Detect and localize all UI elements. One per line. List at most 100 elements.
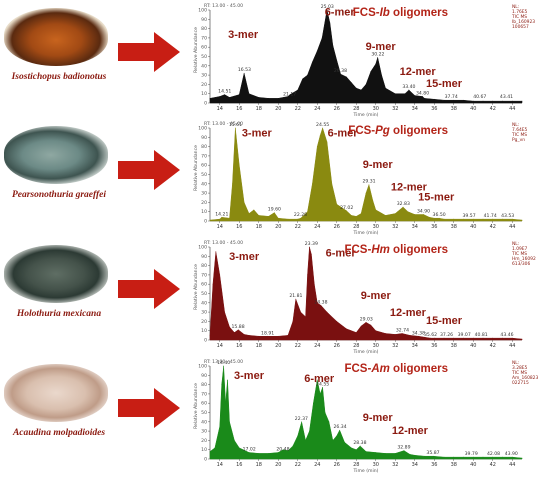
trace-point: [326, 311, 328, 313]
y-tick-label: 90: [201, 17, 207, 23]
species-name: Acaudina molpadioides: [12, 428, 106, 438]
trace-point: [238, 94, 240, 95]
y-tick-label: 30: [201, 73, 207, 79]
trace-point: [248, 335, 250, 336]
peak-label: 41.74: [484, 213, 497, 219]
trace-point: [248, 452, 250, 453]
trace-point: [492, 337, 494, 339]
peak-label: 35.87: [426, 450, 439, 456]
species-name: Holothuria mexicana: [16, 309, 102, 319]
y-tick-label: 70: [201, 272, 207, 278]
y-tick-label: 100: [198, 364, 207, 370]
trace-point: [316, 379, 318, 381]
x-tick-label: 22: [295, 106, 301, 112]
oligomer-label: 9-mer: [363, 159, 394, 171]
y-tick-label: 80: [201, 26, 207, 32]
trace-point: [344, 441, 345, 443]
y-tick-label: 10: [201, 328, 207, 334]
panel-row: Isostichopus badionotus RT: 13.00 - 45.00…: [0, 0, 550, 118]
x-tick-label: 40: [470, 462, 476, 468]
title-code: Hm: [371, 244, 390, 256]
trace-point: [238, 447, 240, 449]
y-tick-label: 10: [201, 209, 207, 215]
y-tick-label: 40: [201, 300, 207, 306]
trace-point: [385, 215, 386, 216]
x-tick-label: 14: [217, 224, 223, 230]
x-tick-label: 14: [217, 343, 223, 349]
x-tick-label: 16: [236, 224, 242, 230]
peak-label: 21.17: [283, 91, 296, 97]
x-tick-label: 18: [256, 462, 262, 468]
trace-point: [502, 456, 503, 458]
peak-label: 26.38: [334, 68, 347, 74]
trace-point: [385, 453, 386, 454]
oligomer-label: 6-mer: [328, 127, 359, 139]
peak-label: 30.22: [371, 51, 384, 57]
y-tick-label: 50: [201, 291, 207, 297]
x-tick-label: 20: [275, 224, 281, 230]
peak-label: 37.26: [440, 332, 453, 338]
x-tick-label: 26: [334, 106, 340, 112]
trace-point: [219, 426, 221, 427]
acquisition-info: Pg_vn: [512, 137, 525, 143]
trace-point: [381, 74, 382, 76]
oligomer-label: 12-mer: [390, 307, 427, 319]
trace-point: [377, 57, 379, 58]
x-tick-label: 34: [412, 343, 418, 349]
trace-point: [307, 274, 308, 276]
peak-label: 43.46: [500, 332, 513, 338]
oligomer-label: 15-mer: [426, 315, 463, 327]
sea-cucumber-photo: [4, 126, 108, 184]
x-axis-label: Time (min): [353, 349, 379, 355]
trace-point: [229, 217, 230, 219]
panel-title: FCS-Pg oligomers: [348, 125, 448, 137]
trace-point: [409, 454, 411, 455]
trace-point: [511, 100, 513, 102]
x-tick-label: 24: [314, 343, 320, 349]
peak-label: 22.28: [294, 212, 307, 218]
trace-point: [326, 9, 328, 11]
trace-point: [482, 100, 484, 102]
x-tick-label: 36: [431, 343, 437, 349]
y-tick-label: 90: [201, 254, 207, 260]
trace-point: [403, 450, 405, 451]
x-tick-label: 30: [373, 462, 379, 468]
trace-point: [229, 421, 230, 423]
trace-point: [422, 96, 423, 97]
trace-point: [329, 22, 331, 24]
x-tick-label: 44: [509, 106, 515, 112]
trace-point: [268, 453, 269, 454]
x-tick-label: 16: [236, 343, 242, 349]
peak-label: 16.53: [238, 67, 251, 73]
peak-label: 37.74: [445, 94, 458, 100]
trace-point: [394, 93, 396, 95]
y-tick-label: 10: [201, 91, 207, 97]
peak-label: 40.81: [475, 332, 488, 338]
x-tick-label: 38: [451, 106, 457, 112]
x-tick-label: 32: [392, 224, 398, 230]
y-tick-label: 50: [201, 172, 207, 178]
trace-point: [305, 440, 306, 441]
x-tick-label: 24: [314, 106, 320, 112]
peak-label: 24.38: [314, 300, 327, 306]
trace-point: [339, 429, 341, 431]
panel-row: Acaudina molpadioides RT: 13.00 - 45.00 10…: [0, 356, 550, 474]
trace-point: [297, 435, 299, 437]
acquisition-info: 7.64E5: [512, 127, 528, 133]
trace-point: [267, 335, 268, 337]
trace-point: [224, 311, 225, 313]
y-axis-label: Relative Abundance: [193, 145, 199, 191]
trace-point: [453, 99, 455, 101]
trace-point: [258, 335, 260, 337]
trace-point: [418, 335, 419, 337]
trace-point: [472, 456, 474, 458]
x-tick-label: 42: [490, 343, 496, 349]
trace-point: [385, 333, 386, 334]
peak-label: 14.40: [217, 360, 230, 366]
trace-point: [229, 326, 230, 328]
x-tick-label: 26: [334, 462, 340, 468]
trace-point: [424, 455, 425, 457]
y-tick-label: 40: [201, 63, 207, 69]
trace-point: [214, 447, 216, 449]
y-tick-label: 80: [201, 382, 207, 388]
